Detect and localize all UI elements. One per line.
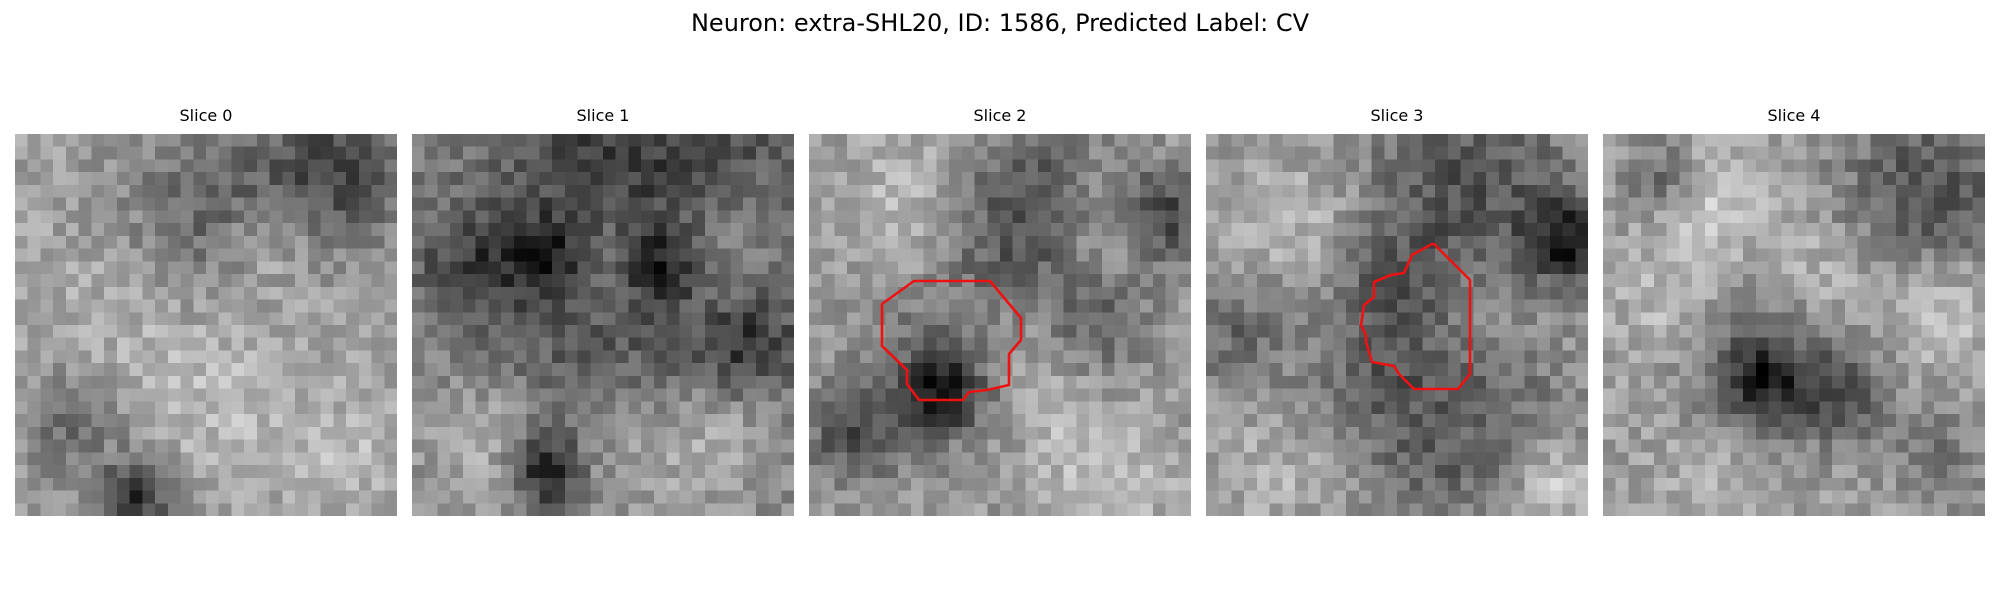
- slice-image: [1206, 134, 1588, 516]
- slice-image: [412, 134, 794, 516]
- slice-title: Slice 0: [179, 106, 233, 125]
- slice-title: Slice 3: [1370, 106, 1424, 125]
- slice-image: [809, 134, 1191, 516]
- slice-title: Slice 4: [1767, 106, 1821, 125]
- roi-contour: [1359, 242, 1472, 391]
- roi-contour-line: [880, 279, 1023, 402]
- slice-image: [1603, 134, 1985, 516]
- slice-title: Slice 1: [576, 106, 630, 125]
- slice-panel-2: Slice 2: [809, 106, 1191, 516]
- slice-panel-4: Slice 4: [1603, 106, 1985, 516]
- roi-contour: [880, 279, 1023, 402]
- slice-title: Slice 2: [973, 106, 1027, 125]
- slice-panel-1: Slice 1: [412, 106, 794, 516]
- roi-contour-line: [1359, 242, 1472, 391]
- figure-title: Neuron: extra-SHL20, ID: 1586, Predicted…: [690, 9, 1310, 37]
- slice-panel-3: Slice 3: [1206, 106, 1588, 516]
- slice-panel-0: Slice 0: [15, 106, 397, 516]
- slice-image: [15, 134, 397, 516]
